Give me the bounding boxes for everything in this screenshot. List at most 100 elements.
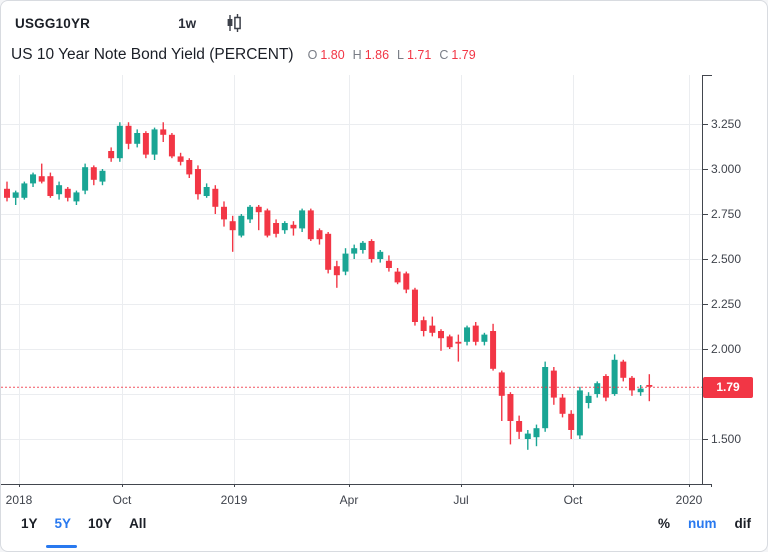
candle-up	[524, 433, 531, 439]
candle-down	[628, 377, 635, 391]
candle-down	[394, 271, 401, 283]
chart-header: USGG10YR 1w	[15, 13, 244, 33]
y-axis-label: 1.500	[711, 432, 742, 446]
candle-down	[472, 325, 479, 342]
range-5y[interactable]: 5Y	[54, 516, 72, 531]
candle-down	[108, 151, 115, 159]
symbol-ticker[interactable]: USGG10YR	[15, 15, 91, 31]
x-axis-label: 2019	[220, 493, 248, 507]
open-label: O	[307, 48, 318, 62]
candle-down	[429, 325, 436, 333]
candle-down	[403, 273, 410, 290]
candle-up	[533, 428, 540, 438]
y-axis-label: 2.000	[711, 342, 742, 356]
candle-up	[116, 125, 123, 159]
pane-legend: US 10 Year Note Bond Yield (PERCENT) O 1.…	[11, 46, 476, 64]
candle-down	[160, 129, 167, 135]
candle-up	[576, 390, 583, 436]
x-axis-label: Apr	[339, 493, 359, 507]
mode-percent[interactable]: %	[657, 516, 670, 531]
candle-up	[12, 192, 19, 198]
candle-down	[142, 133, 149, 155]
candle-down	[559, 397, 566, 414]
y-axis-label: 3.250	[711, 117, 742, 131]
candle-up	[151, 129, 158, 155]
y-axis-label: 2.750	[711, 207, 742, 221]
mode-num[interactable]: num	[688, 516, 717, 531]
interval-selector[interactable]: 1w	[178, 15, 197, 31]
candle-up	[637, 388, 644, 393]
candle-down	[290, 224, 297, 229]
x-axis-label: Oct	[563, 493, 583, 507]
candle-down	[229, 221, 236, 231]
close-value: 1.79	[451, 48, 476, 62]
candle-up	[481, 334, 488, 342]
range-all[interactable]: All	[129, 516, 147, 531]
y-axis-label: 3.000	[711, 162, 742, 176]
candle-up	[585, 395, 592, 403]
candle-down	[125, 125, 132, 144]
candle-up	[21, 183, 28, 198]
candle-up	[134, 133, 141, 144]
x-axis-label: 2020	[675, 493, 703, 507]
range-1y[interactable]: 1Y	[21, 516, 38, 531]
candle-down	[516, 421, 523, 432]
candle-down	[177, 156, 184, 162]
low-value: 1.71	[407, 48, 432, 62]
candle-down	[620, 361, 627, 378]
candle-down	[194, 169, 201, 195]
candle-up	[99, 170, 106, 182]
candle-down	[550, 370, 557, 398]
candle-down	[90, 167, 97, 180]
candle-down	[490, 331, 497, 369]
candle-down	[4, 188, 10, 198]
candle-down	[333, 266, 340, 276]
candle-up	[611, 359, 618, 394]
candle-down	[38, 176, 45, 182]
candle-down	[438, 331, 444, 339]
close-label: C	[439, 48, 449, 62]
candle-down	[212, 188, 219, 207]
candle-down	[498, 372, 505, 396]
candle-down	[186, 160, 193, 175]
candle-down	[316, 230, 323, 240]
candle-up	[82, 167, 89, 191]
candle-down	[307, 210, 314, 240]
low-label: L	[397, 48, 404, 62]
candle-up	[299, 210, 306, 229]
candle-up	[351, 248, 358, 254]
high-label: H	[352, 48, 362, 62]
candle-down	[368, 241, 375, 259]
candle-up	[56, 185, 63, 195]
chart-canvas[interactable]	[1, 75, 768, 487]
candle-down	[446, 336, 453, 348]
candle-down	[455, 341, 462, 344]
candle-up	[30, 174, 37, 184]
candle-up	[594, 383, 601, 394]
candle-down	[64, 188, 71, 198]
open-value: 1.80	[320, 48, 345, 62]
candle-up	[247, 206, 254, 220]
scale-mode-buttons: % num dif	[658, 516, 751, 531]
range-10y[interactable]: 10Y	[88, 516, 113, 531]
candle-down	[255, 206, 262, 213]
high-value: 1.86	[364, 48, 390, 62]
candle-down	[411, 289, 418, 322]
candle-up	[377, 251, 384, 259]
mode-dif[interactable]: dif	[734, 516, 752, 531]
pane-title: US 10 Year Note Bond Yield (PERCENT)	[11, 46, 294, 63]
y-axis-label: 2.500	[711, 252, 742, 266]
x-axis-label: Oct	[112, 493, 132, 507]
candle-up	[542, 367, 549, 429]
y-axis-label: 2.250	[711, 297, 742, 311]
candlestick-icon[interactable]	[224, 13, 244, 33]
candle-up	[281, 223, 288, 231]
candle-down	[221, 206, 227, 220]
candle-down	[273, 223, 280, 234]
x-axis-label: 2018	[5, 493, 33, 507]
x-axis-label: Jul	[453, 493, 469, 507]
candle-down	[568, 413, 575, 430]
range-tabs: 1Y 5Y 10Y All	[21, 516, 146, 531]
candle-down	[325, 233, 332, 270]
